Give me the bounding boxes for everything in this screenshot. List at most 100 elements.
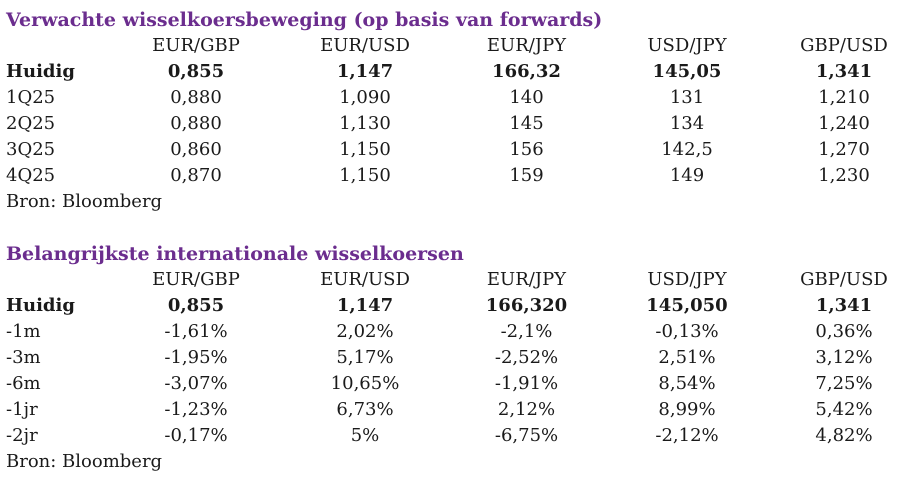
forecast-source: Bron: Bloomberg — [6, 191, 163, 212]
table-cell: 0,870 — [170, 165, 222, 186]
table-cell: -6,75% — [494, 425, 559, 446]
column-header: EUR/USD — [320, 269, 410, 290]
table-cell: 1,147 — [336, 295, 394, 316]
table-cell: 4,82% — [815, 425, 873, 446]
table-row: -1m -1,61% 2,02% -2,1% -0,13% 0,36% — [0, 319, 907, 345]
table-cell: 0,855 — [167, 295, 225, 316]
table-cell: 145,05 — [652, 61, 722, 82]
row-label: 4Q25 — [6, 165, 56, 186]
row-label: 3Q25 — [6, 139, 56, 160]
row-label: -3m — [6, 347, 41, 368]
row-label: -2jr — [6, 425, 38, 446]
table-cell: -2,1% — [500, 321, 553, 342]
header-label-cell — [0, 267, 116, 293]
table-cell: 1,150 — [339, 165, 391, 186]
table-row: 1Q25 0,880 1,090 140 131 1,210 — [0, 85, 907, 111]
table-cell: 145,050 — [646, 295, 728, 316]
table-row: Huidig 0,855 1,147 166,32 145,05 1,341 — [0, 59, 907, 85]
table-row: -2jr -0,17% 5% -6,75% -2,12% 4,82% — [0, 423, 907, 449]
table-cell: -3,07% — [164, 373, 228, 394]
table-cell: 131 — [669, 87, 705, 108]
table-cell: 134 — [669, 113, 705, 134]
table-row: -1jr -1,23% 6,73% 2,12% 8,99% 5,42% — [0, 397, 907, 423]
table-cell: 166,320 — [485, 295, 568, 316]
table-row: -3m -1,95% 5,17% -2,52% 2,51% 3,12% — [0, 345, 907, 371]
table-cell: 1,090 — [339, 87, 391, 108]
table-cell: 0,860 — [170, 139, 222, 160]
column-header: USD/JPY — [647, 269, 727, 290]
table-cell: 1,230 — [818, 165, 870, 186]
header-label-cell — [0, 33, 116, 59]
table-cell: 149 — [669, 165, 705, 186]
table-cell: 0,855 — [167, 61, 225, 82]
table-cell: -2,12% — [655, 425, 719, 446]
column-header: USD/JPY — [647, 35, 727, 56]
forecast-header-row: EUR/GBP EUR/USD EUR/JPY USD/JPY GBP/USD — [0, 33, 907, 59]
table-cell: 1,130 — [339, 113, 391, 134]
table-row: 3Q25 0,860 1,150 156 142,5 1,270 — [0, 137, 907, 163]
table-cell: 0,880 — [170, 113, 222, 134]
table-cell: 8,99% — [658, 399, 716, 420]
column-header: EUR/GBP — [152, 35, 240, 56]
forecast-section: Verwachte wisselkoersbeweging (op basis … — [0, 7, 907, 215]
table-cell: 159 — [509, 165, 544, 186]
table-cell: 1,270 — [818, 139, 870, 160]
table-cell: -1,91% — [494, 373, 559, 394]
table-row: -6m -3,07% 10,65% -1,91% 8,54% 7,25% — [0, 371, 907, 397]
rates-source: Bron: Bloomberg — [6, 451, 163, 472]
row-label: -1jr — [6, 399, 38, 420]
column-header: EUR/GBP — [152, 269, 240, 290]
table-cell: 2,02% — [336, 321, 394, 342]
table-cell: 166,32 — [492, 61, 561, 82]
table-cell: 1,147 — [336, 61, 394, 82]
table-cell: 2,51% — [658, 347, 716, 368]
table-cell: 1,341 — [815, 295, 873, 316]
table-cell: -0,13% — [655, 321, 719, 342]
table-cell: 10,65% — [330, 373, 400, 394]
row-label: 2Q25 — [6, 113, 56, 134]
table-cell: -2,52% — [494, 347, 559, 368]
forecast-title: Verwachte wisselkoersbeweging (op basis … — [6, 9, 603, 31]
table-cell: 142,5 — [661, 139, 713, 160]
table-cell: 1,240 — [818, 113, 870, 134]
table-cell: 1,150 — [339, 139, 391, 160]
table-cell: 5,42% — [815, 399, 873, 420]
column-header: GBP/USD — [800, 269, 888, 290]
forecast-table: EUR/GBP EUR/USD EUR/JPY USD/JPY GBP/USD … — [0, 33, 907, 189]
table-row: 4Q25 0,870 1,150 159 149 1,230 — [0, 163, 907, 189]
table-cell: 2,12% — [497, 399, 556, 420]
row-label: Huidig — [6, 295, 75, 316]
table-cell: 156 — [509, 139, 544, 160]
table-cell: 0,36% — [815, 321, 873, 342]
table-cell: -1,23% — [164, 399, 228, 420]
table-cell: -0,17% — [164, 425, 228, 446]
table-cell: 3,12% — [815, 347, 873, 368]
column-header: EUR/JPY — [486, 269, 567, 290]
row-label: -6m — [6, 373, 41, 394]
table-cell: 145 — [509, 113, 544, 134]
table-cell: 0,880 — [170, 87, 222, 108]
row-label: Huidig — [6, 61, 75, 82]
rates-title: Belangrijkste internationale wisselkoers… — [6, 243, 464, 265]
rates-section: Belangrijkste internationale wisselkoers… — [0, 241, 907, 475]
rates-header-row: EUR/GBP EUR/USD EUR/JPY USD/JPY GBP/USD — [0, 267, 907, 293]
column-header: EUR/JPY — [486, 35, 567, 56]
row-label: -1m — [6, 321, 41, 342]
table-cell: -1,61% — [164, 321, 228, 342]
table-cell: 8,54% — [658, 373, 716, 394]
row-label: 1Q25 — [6, 87, 56, 108]
rates-table: EUR/GBP EUR/USD EUR/JPY USD/JPY GBP/USD … — [0, 267, 907, 449]
table-cell: 6,73% — [336, 399, 394, 420]
table-cell: 1,210 — [818, 87, 870, 108]
column-header: EUR/USD — [320, 35, 410, 56]
table-cell: 5,17% — [336, 347, 394, 368]
column-header: GBP/USD — [800, 35, 888, 56]
table-row: Huidig 0,855 1,147 166,320 145,050 1,341 — [0, 293, 907, 319]
table-cell: 1,341 — [815, 61, 873, 82]
table-cell: 5% — [350, 425, 380, 446]
table-cell: -1,95% — [164, 347, 228, 368]
table-cell: 7,25% — [815, 373, 873, 394]
table-cell: 140 — [509, 87, 544, 108]
table-row: 2Q25 0,880 1,130 145 134 1,240 — [0, 111, 907, 137]
